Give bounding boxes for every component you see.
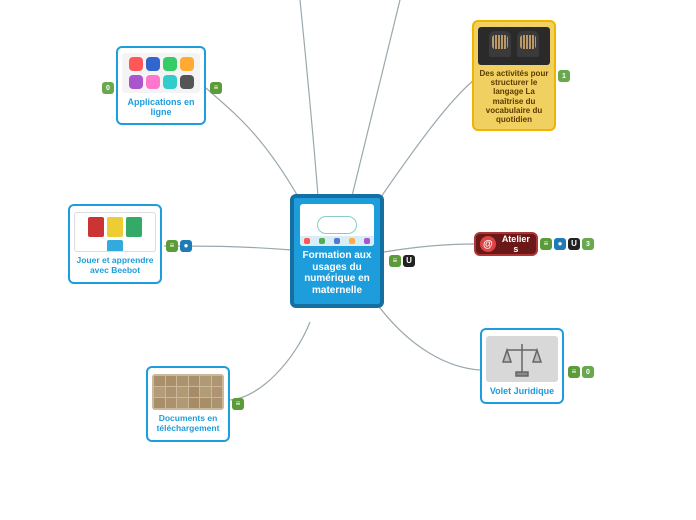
docs-thumbnail [152,374,224,410]
docs-node[interactable]: Documents en téléchargement [146,366,230,442]
juridique-badges: ≡ 0 [568,366,594,378]
link-icon[interactable]: U [403,255,415,267]
center-thumbnail [300,204,374,246]
note-icon[interactable]: ≡ [540,238,552,250]
link-icon[interactable]: U [568,238,580,250]
beebot-node[interactable]: Jouer et apprendre avec Beebot [68,204,162,284]
ateliers-badges: ≡ ● U 3 [540,238,594,250]
activities-badges: 1 [558,70,570,82]
beebot-badges: ≡ ● [166,240,192,252]
apps-node[interactable]: Applications en ligne [116,46,206,125]
ateliers-label: Ateliers [500,234,532,255]
juridique-label: Volet Juridique [490,386,554,396]
activities-node[interactable]: Des activités pour structurer le langage… [472,20,556,131]
center-label: Formation aux usages du numérique en mat… [298,250,376,296]
beebot-thumbnail [74,212,156,252]
center-badges: ≡ U [389,255,415,267]
docs-badges: ≡ [232,398,244,410]
apps-badges-left: 0 [102,82,114,94]
count-badge: 3 [582,238,594,250]
count-badge: 0 [102,82,114,94]
beebot-label: Jouer et apprendre avec Beebot [76,256,154,276]
note-icon[interactable]: ≡ [166,240,178,252]
count-badge: 1 [558,70,570,82]
globe-icon[interactable]: ● [180,240,192,252]
globe-icon[interactable]: ● [554,238,566,250]
activities-thumbnail [478,27,550,65]
juridique-thumbnail [486,336,558,382]
docs-label: Documents en téléchargement [154,414,222,434]
count-badge: 0 [582,366,594,378]
center-node[interactable]: Formation aux usages du numérique en mat… [290,194,384,308]
ateliers-icon: @ [480,236,496,252]
apps-badges-right: ≡ [210,82,222,94]
ateliers-node[interactable]: @ Ateliers [474,232,538,256]
note-icon[interactable]: ≡ [389,255,401,267]
note-icon[interactable]: ≡ [568,366,580,378]
apps-label: Applications en ligne [123,97,199,118]
note-icon[interactable]: ≡ [232,398,244,410]
activities-label: Des activités pour structurer le langage… [479,69,549,124]
note-icon[interactable]: ≡ [210,82,222,94]
juridique-node[interactable]: Volet Juridique [480,328,564,404]
apps-thumbnail [122,53,200,93]
